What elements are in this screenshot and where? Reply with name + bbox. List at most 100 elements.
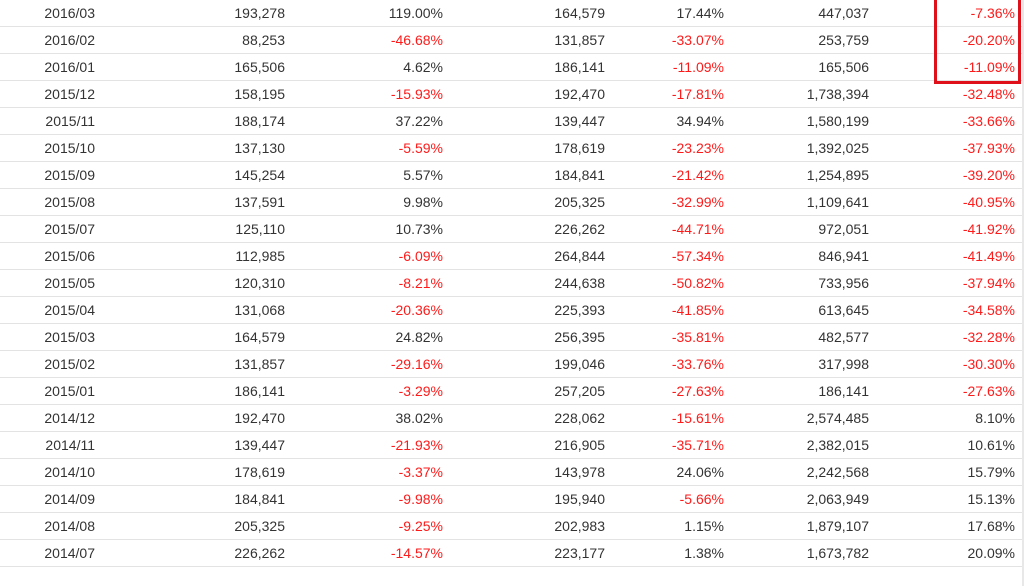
cumulative-yoy-cell: -30.30% — [962, 356, 1015, 372]
value-cell: 186,141 — [234, 383, 285, 399]
cumulative-cell: 186,141 — [818, 383, 869, 399]
prior-year-value-cell: 178,619 — [554, 140, 605, 156]
cumulative-yoy-cell: 10.61% — [967, 437, 1015, 453]
value-cell: 184,841 — [234, 491, 285, 507]
mom-change-cell: 38.02% — [395, 410, 443, 426]
yoy-change-cell: -57.34% — [671, 248, 724, 264]
month-cell: 2015/11 — [45, 113, 95, 129]
cumulative-yoy-cell: -41.49% — [962, 248, 1015, 264]
yoy-change-cell: -33.76% — [671, 356, 724, 372]
yoy-change-cell: -50.82% — [671, 275, 724, 291]
table-row: 2015/05 120,310 -8.21% 244,638 -50.82% 733,95… — [0, 270, 1024, 297]
table-row: 2014/07 226,262 -14.57% 223,177 1.38% 1,673,7… — [0, 540, 1024, 567]
cumulative-cell: 1,879,107 — [806, 518, 869, 534]
table-row: 2015/04 131,068 -20.36% 225,393 -41.85% 613,6… — [0, 297, 1024, 324]
yoy-change-cell: -32.99% — [671, 194, 724, 210]
value-cell: 164,579 — [234, 329, 285, 345]
yoy-change-cell: 17.44% — [676, 5, 724, 21]
cumulative-cell: 613,645 — [818, 302, 869, 318]
mom-change-cell: -9.25% — [398, 518, 443, 534]
prior-year-value-cell: 195,940 — [554, 491, 605, 507]
value-cell: 139,447 — [234, 437, 285, 453]
cumulative-yoy-cell: 17.68% — [967, 518, 1015, 534]
mom-change-cell: -29.16% — [390, 356, 443, 372]
mom-change-cell: 9.98% — [403, 194, 443, 210]
cumulative-cell: 1,392,025 — [806, 140, 869, 156]
month-cell: 2015/03 — [44, 329, 95, 345]
prior-year-value-cell: 184,841 — [554, 167, 605, 183]
value-cell: 88,253 — [242, 32, 285, 48]
cumulative-yoy-cell: -34.58% — [962, 302, 1015, 318]
value-cell: 178,619 — [234, 464, 285, 480]
mom-change-cell: -9.98% — [398, 491, 443, 507]
month-cell: 2015/12 — [44, 86, 95, 102]
prior-year-value-cell: 226,262 — [554, 221, 605, 237]
value-cell: 131,857 — [234, 356, 285, 372]
value-cell: 205,325 — [234, 518, 285, 534]
prior-year-value-cell: 257,205 — [554, 383, 605, 399]
cumulative-yoy-cell: -40.95% — [962, 194, 1015, 210]
value-cell: 145,254 — [234, 167, 285, 183]
yoy-change-cell: -35.81% — [671, 329, 724, 345]
month-cell: 2014/08 — [44, 518, 95, 534]
yoy-change-cell: -27.63% — [671, 383, 724, 399]
cumulative-cell: 1,580,199 — [806, 113, 869, 129]
prior-year-value-cell: 202,983 — [554, 518, 605, 534]
cumulative-cell: 733,956 — [818, 275, 869, 291]
value-cell: 112,985 — [235, 248, 285, 264]
cumulative-yoy-cell: -33.66% — [962, 113, 1015, 129]
yoy-change-cell: 34.94% — [676, 113, 724, 129]
cumulative-yoy-cell: -32.28% — [962, 329, 1015, 345]
cumulative-cell: 972,051 — [818, 221, 869, 237]
cumulative-cell: 1,738,394 — [806, 86, 869, 102]
cumulative-yoy-cell: -11.09% — [963, 59, 1015, 75]
table-row: 2015/08 137,591 9.98% 205,325 -32.99% 1,109,6… — [0, 189, 1024, 216]
prior-year-value-cell: 256,395 — [554, 329, 605, 345]
month-cell: 2016/03 — [44, 5, 95, 21]
cumulative-yoy-cell: -7.36% — [970, 5, 1015, 21]
month-cell: 2015/06 — [44, 248, 95, 264]
cumulative-cell: 253,759 — [818, 32, 869, 48]
data-table: 2016/03 193,278 119.00% 164,579 17.44% 447,03… — [0, 5, 1024, 567]
mom-change-cell: 24.82% — [395, 329, 443, 345]
month-cell: 2014/11 — [45, 437, 95, 453]
mom-change-cell: 37.22% — [395, 113, 443, 129]
cumulative-yoy-cell: -39.20% — [962, 167, 1015, 183]
yoy-change-cell: -44.71% — [671, 221, 724, 237]
cumulative-cell: 317,998 — [818, 356, 869, 372]
mom-change-cell: -21.93% — [390, 437, 443, 453]
table-row: 2014/10 178,619 -3.37% 143,978 24.06% 2,242,5… — [0, 459, 1024, 486]
mom-change-cell: -8.21% — [398, 275, 443, 291]
mom-change-cell: -6.09% — [398, 248, 443, 264]
value-cell: 137,591 — [234, 194, 285, 210]
prior-year-value-cell: 225,393 — [554, 302, 605, 318]
month-cell: 2015/09 — [44, 167, 95, 183]
yoy-change-cell: -41.85% — [671, 302, 724, 318]
value-cell: 125,110 — [235, 221, 285, 237]
cumulative-cell: 2,574,485 — [806, 410, 869, 426]
prior-year-value-cell: 228,062 — [554, 410, 605, 426]
value-cell: 193,278 — [234, 5, 285, 21]
month-cell: 2015/05 — [44, 275, 95, 291]
month-cell: 2015/02 — [44, 356, 95, 372]
cumulative-cell: 1,109,641 — [806, 194, 869, 210]
table-row: 2015/06 112,985 -6.09% 264,844 -57.34% 846,94… — [0, 243, 1024, 270]
cumulative-yoy-cell: 20.09% — [967, 545, 1015, 561]
table-row: 2014/11 139,447 -21.93% 216,905 -35.71% 2,382… — [0, 432, 1024, 459]
highlight-box — [934, 0, 1021, 84]
table-row: 2016/01 165,506 4.62% 186,141 -11.09% 165,506… — [0, 54, 1024, 81]
cumulative-cell: 165,506 — [818, 59, 869, 75]
prior-year-value-cell: 244,638 — [554, 275, 605, 291]
cumulative-yoy-cell: -37.93% — [962, 140, 1015, 156]
month-cell: 2015/04 — [44, 302, 95, 318]
value-cell: 192,470 — [234, 410, 285, 426]
cumulative-cell: 447,037 — [818, 5, 869, 21]
table-row: 2014/08 205,325 -9.25% 202,983 1.15% 1,879,10… — [0, 513, 1024, 540]
prior-year-value-cell: 205,325 — [554, 194, 605, 210]
mom-change-cell: 4.62% — [403, 59, 443, 75]
mom-change-cell: -5.59% — [398, 140, 443, 156]
value-cell: 165,506 — [234, 59, 285, 75]
mom-change-cell: -46.68% — [390, 32, 443, 48]
month-cell: 2014/09 — [44, 491, 95, 507]
cumulative-yoy-cell: -20.20% — [962, 32, 1015, 48]
